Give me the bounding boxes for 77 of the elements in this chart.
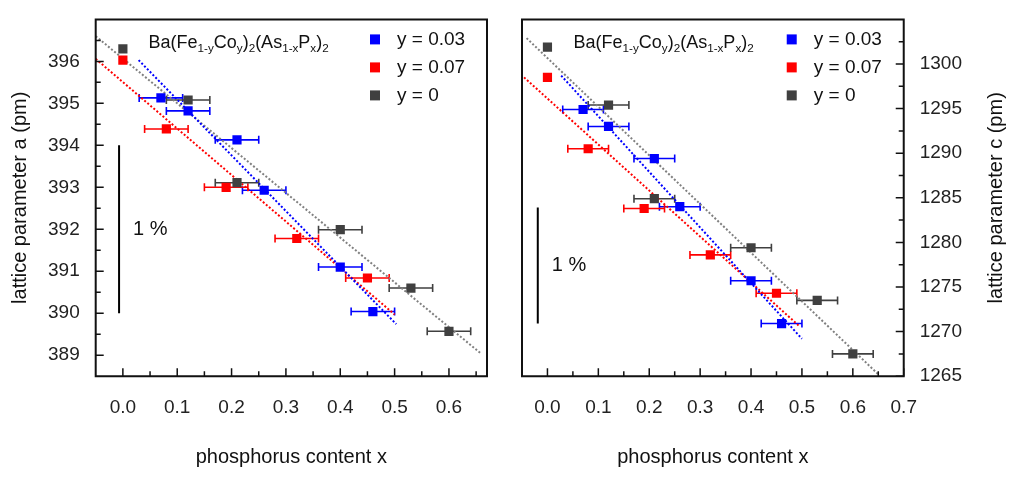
y2-tick-label: 1290 [919, 141, 963, 163]
x-tick-label: 0.1 [164, 395, 191, 417]
point [183, 106, 193, 116]
point [649, 194, 659, 204]
x-tick-label: 0.2 [218, 395, 245, 417]
point [118, 44, 128, 54]
point [675, 202, 685, 212]
point [542, 72, 553, 82]
x-tick-label: 0.7 [890, 395, 917, 417]
legend-label: y = 0 [813, 83, 856, 105]
legend-label: y = 0.03 [397, 27, 466, 49]
x-tick-label: 0.5 [381, 395, 408, 417]
legend-label: y = 0.07 [813, 55, 882, 77]
x-tick-label: 0.0 [109, 395, 137, 417]
point [603, 121, 614, 132]
x-tick-label: 0.3 [272, 395, 300, 417]
x-tick-label: 0.2 [636, 395, 663, 417]
point [221, 182, 231, 192]
annotation: 1 % [551, 253, 587, 276]
y-tick-label: 394 [48, 133, 81, 155]
x-tick-label: 0.6 [435, 395, 463, 417]
y-tick-label: 396 [48, 49, 80, 71]
legend-label: y = 0 [397, 83, 439, 105]
point [812, 295, 822, 305]
point [259, 185, 269, 195]
x-tick-label: 0.1 [585, 395, 612, 417]
point [639, 203, 649, 214]
x-tick-label: 0.5 [788, 395, 816, 417]
x-tick-label: 0.3 [686, 395, 714, 417]
y2-tick-label: 1285 [919, 186, 963, 208]
point [362, 273, 373, 283]
y2-tick-label: 1300 [919, 52, 963, 74]
point [118, 55, 128, 65]
legend-label: y = 0.03 [813, 27, 882, 49]
point [583, 144, 593, 154]
point [746, 243, 756, 253]
point [603, 100, 614, 110]
x-tick-label: 0.0 [534, 395, 561, 417]
point [292, 233, 302, 244]
y2-tick-label: 1295 [919, 96, 963, 118]
point [776, 318, 787, 329]
x-tick-label: 0.4 [327, 395, 354, 417]
y-tick-label: 392 [48, 217, 80, 239]
y2-axis-title: lattice parameter c (pm) [983, 92, 1006, 304]
y2-tick-label: 1280 [919, 230, 963, 252]
x-axis-title: phosphorus content x [195, 444, 387, 467]
y-tick-label: 390 [48, 301, 80, 323]
point [183, 95, 193, 105]
point [156, 93, 166, 103]
point [705, 250, 715, 260]
point [848, 349, 858, 359]
point [406, 283, 416, 293]
point [578, 104, 588, 115]
y-tick-label: 393 [48, 175, 80, 197]
point [542, 42, 553, 52]
y-axis-title: lattice parameter a (pm) [7, 91, 30, 304]
point [232, 135, 242, 145]
x-tick-label: 0.4 [737, 395, 765, 417]
y-tick-label: 391 [48, 259, 80, 281]
annotation: 1 % [133, 216, 168, 239]
point [771, 288, 782, 298]
x-axis-title: phosphorus content x [617, 444, 809, 467]
y2-tick-label: 1265 [919, 364, 963, 386]
legend-label: y = 0.07 [397, 55, 466, 77]
point [161, 124, 171, 134]
y2-tick-label: 1275 [919, 275, 963, 297]
y-tick-label: 389 [48, 343, 80, 365]
point [444, 326, 454, 336]
y-tick-label: 395 [48, 91, 80, 113]
y2-tick-label: 1270 [919, 319, 963, 341]
point [335, 225, 345, 235]
x-tick-label: 0.6 [839, 395, 867, 417]
point [746, 276, 756, 286]
point [368, 306, 378, 317]
point [649, 153, 659, 164]
point [335, 262, 345, 272]
point [232, 178, 242, 188]
